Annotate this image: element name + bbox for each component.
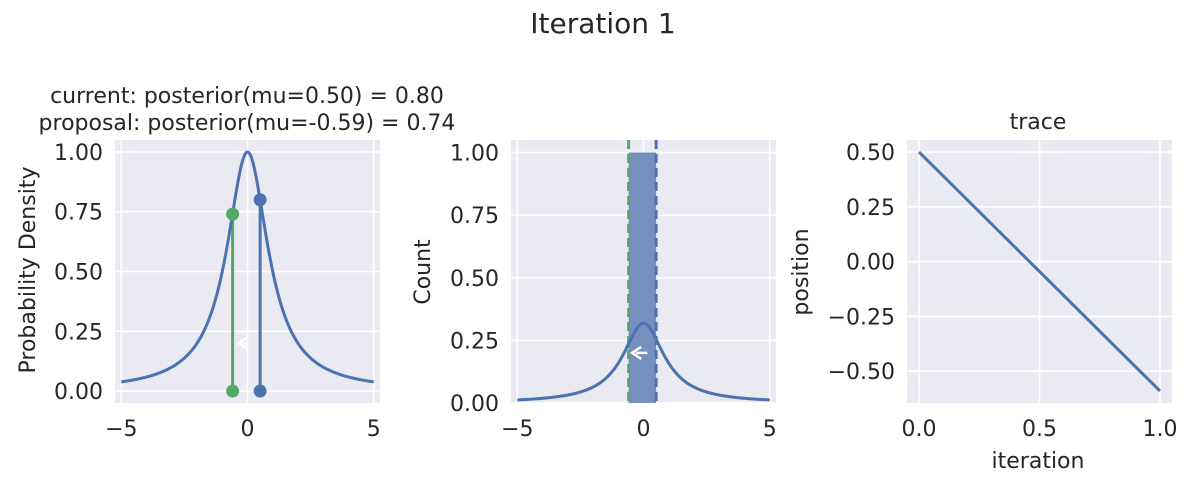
trace-y-axis-label: position bbox=[789, 228, 814, 315]
trace-y-tick-label: 0.25 bbox=[846, 196, 895, 221]
trace-y-tick-label: −0.25 bbox=[828, 305, 895, 330]
posterior-title-line-1: current: posterior(mu=0.50) = 0.80 bbox=[50, 84, 444, 109]
posterior-x-tick-label: 0 bbox=[241, 417, 255, 442]
posterior-proposal-marker bbox=[226, 207, 240, 221]
trace-x-tick-label: 0.5 bbox=[1022, 417, 1057, 442]
posterior-proposal-base-marker bbox=[226, 384, 240, 398]
histogram-panel: Count −5 0 5 0.00 0.25 0.50 0.75 1.00 bbox=[411, 140, 777, 442]
histogram-bar bbox=[628, 152, 657, 403]
trace-x-tick-label: 0.0 bbox=[902, 417, 937, 442]
posterior-y-tick-label: 1.00 bbox=[54, 141, 103, 166]
posterior-current-marker bbox=[253, 193, 267, 207]
trace-title: trace bbox=[1010, 110, 1067, 135]
trace-series-line bbox=[917, 150, 1162, 393]
trace-y-tick-label: 0.00 bbox=[846, 251, 895, 276]
histogram-y-tick-label: 0.75 bbox=[450, 204, 499, 229]
posterior-title-line-2: proposal: posterior(mu=-0.59) = 0.74 bbox=[39, 111, 456, 136]
posterior-x-tick-label: −5 bbox=[105, 417, 137, 442]
histogram-x-tick-label: −5 bbox=[501, 417, 533, 442]
posterior-y-tick-label: 0.25 bbox=[54, 320, 103, 345]
histogram-series-line bbox=[516, 321, 771, 402]
trace-x-axis-label: iteration bbox=[992, 449, 1085, 474]
posterior-y-tick-label: 0.75 bbox=[54, 201, 103, 226]
figure-title: Iteration 1 bbox=[530, 7, 675, 40]
histogram-y-tick-label: 0.25 bbox=[450, 329, 499, 354]
histogram-proposal-arrow-head bbox=[629, 345, 642, 360]
histogram-x-tick-label: 0 bbox=[637, 417, 651, 442]
histogram-y-axis-label: Count bbox=[411, 239, 436, 305]
histogram-x-tick-label: 5 bbox=[763, 417, 777, 442]
histogram-y-tick-label: 0.50 bbox=[450, 267, 499, 292]
posterior-proposal-arrow-head bbox=[236, 336, 249, 351]
posterior-x-tick-label: 5 bbox=[367, 417, 381, 442]
posterior-series-line bbox=[120, 150, 375, 384]
trace-panel: trace iteration position 0.0 0.5 1.0 −0.50 −… bbox=[789, 110, 1177, 474]
trace-y-tick-label: −0.50 bbox=[828, 360, 895, 385]
posterior-y-axis-label: Probability Density bbox=[16, 167, 41, 374]
histogram-y-tick-label: 1.00 bbox=[450, 142, 499, 167]
histogram-y-tick-label: 0.00 bbox=[450, 392, 499, 417]
trace-x-tick-label: 1.0 bbox=[1142, 417, 1177, 442]
posterior-y-tick-label: 0.00 bbox=[54, 380, 103, 405]
posterior-panel: current: posterior(mu=0.50) = 0.80 propo… bbox=[16, 84, 455, 442]
posterior-y-tick-label: 0.50 bbox=[54, 261, 103, 286]
trace-y-tick-label: 0.50 bbox=[846, 141, 895, 166]
posterior-current-base-marker bbox=[253, 384, 267, 398]
